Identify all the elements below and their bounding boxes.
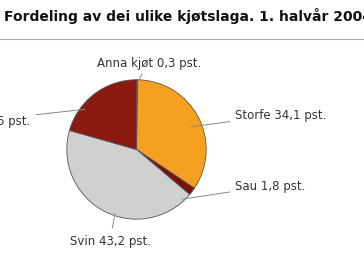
Text: Anna kjøt 0,3 pst.: Anna kjøt 0,3 pst. <box>97 57 201 80</box>
Wedge shape <box>70 81 136 150</box>
Text: Fjørfe 20,6 pst.: Fjørfe 20,6 pst. <box>0 110 85 127</box>
Wedge shape <box>136 81 138 150</box>
Wedge shape <box>136 81 206 188</box>
Text: Svin 43,2 pst.: Svin 43,2 pst. <box>70 214 151 247</box>
Wedge shape <box>136 150 194 195</box>
Wedge shape <box>67 131 190 219</box>
Text: Fordeling av dei ulike kjøtslaga. 1. halvår 2004*. Prosent: Fordeling av dei ulike kjøtslaga. 1. hal… <box>4 8 364 24</box>
Text: Sau 1,8 pst.: Sau 1,8 pst. <box>182 180 306 199</box>
Text: Storfe 34,1 pst.: Storfe 34,1 pst. <box>191 109 327 127</box>
